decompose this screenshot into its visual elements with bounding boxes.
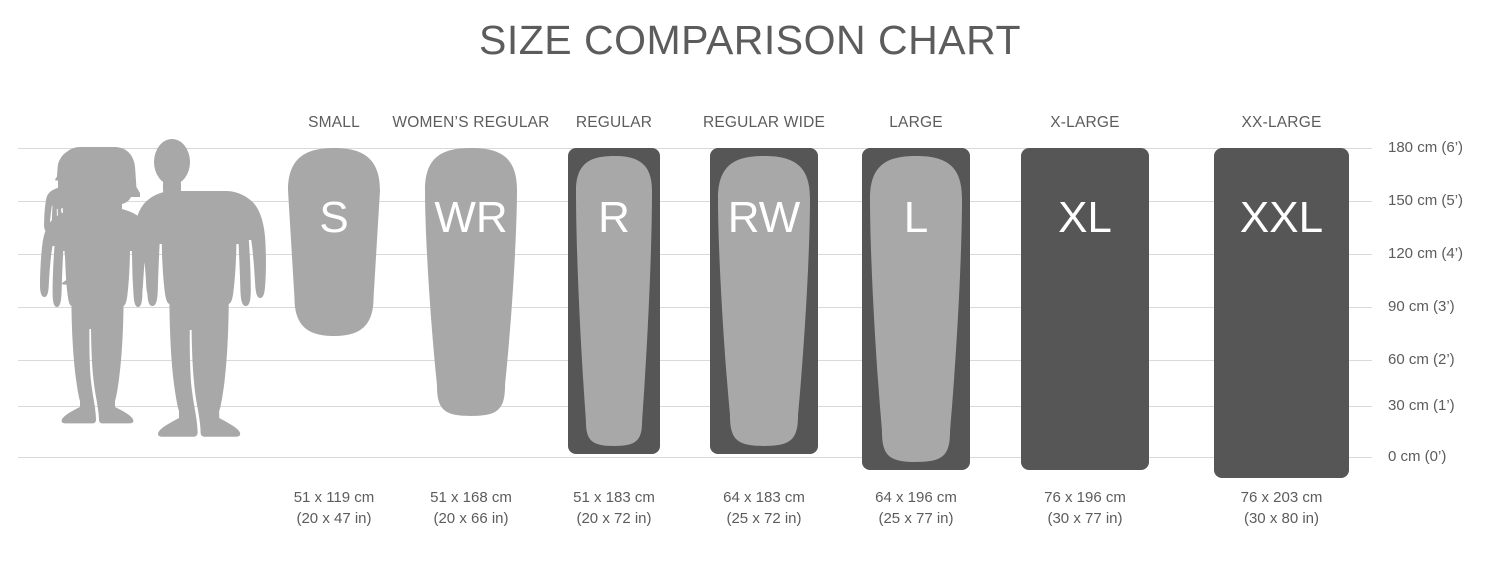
dimensions-cm-regular: 51 x 183 cm [573,489,655,506]
pad-x-large[interactable]: XL [1021,148,1149,470]
dimensions-in-large: (25 x 77 in) [878,510,954,527]
dimensions-in-small: (20 x 47 in) [296,510,372,527]
dimensions-in-womens-regular: (20 x 66 in) [433,510,509,527]
pad-backing-x-large [1021,148,1149,470]
pad-womens-regular[interactable]: WR [425,148,517,416]
pad-backing-xx-large [1214,148,1349,478]
axis-label-150cm: 150 cm (5’) [1388,192,1464,209]
dimensions-cm-regular-wide: 64 x 183 cm [723,489,805,506]
dimensions-in-regular: (20 x 72 in) [576,510,652,527]
axis-label-180cm: 180 cm (6’) [1388,139,1464,156]
pad-body-womens-regular [425,148,517,416]
dimensions-cm-x-large: 76 x 196 cm [1044,489,1126,506]
pad-svg-regular [568,148,660,454]
pad-body-regular [576,156,652,446]
pad-regular[interactable]: R [568,148,660,454]
male-silhouette [132,139,266,437]
column-header-womens-regular: WOMEN’S REGULAR [392,114,550,131]
pad-svg-x-large [1021,148,1149,470]
axis-label-60cm: 60 cm (2’) [1388,351,1455,368]
pad-svg-regular-wide [710,148,818,454]
gridline-0cm [18,457,1372,458]
figures-svg [40,139,266,437]
axis-label-30cm: 30 cm (1’) [1388,397,1455,414]
dimensions-small: 51 x 119 cm (20 x 47 in) [194,487,474,529]
pad-svg-large [862,148,970,470]
pad-small[interactable]: S [288,148,380,336]
column-header-small: SMALL [308,114,360,131]
gridline-60cm [18,360,1372,361]
dimensions-cm-large: 64 x 196 cm [875,489,957,506]
column-header-large: LARGE [889,114,943,131]
dimensions-cm-small: 51 x 119 cm [293,489,375,506]
dimensions-regular: 51 x 183 cm (20 x 72 in) [474,487,754,529]
gridline-180cm [18,148,1372,149]
pad-xx-large[interactable]: XXL [1214,148,1349,478]
page-title: SIZE COMPARISON CHART [478,17,1022,63]
dimensions-in-xx-large: (30 x 80 in) [1243,510,1320,527]
dimensions-womens-regular: 51 x 168 cm (20 x 66 in) [331,487,611,529]
gridline-150cm [18,201,1372,202]
dimensions-large: 64 x 196 cm (25 x 77 in) [776,487,1056,529]
gridline-30cm [18,406,1372,407]
pad-svg-womens-regular [425,148,517,416]
pad-body-regular-wide [718,156,810,446]
column-header-regular: REGULAR [575,114,653,131]
female-silhouette [40,147,155,424]
dimensions-in-regular-wide: (25 x 72 in) [726,510,802,527]
column-header-regular-wide: REGULAR WIDE [702,114,826,131]
gridline-120cm [18,254,1372,255]
gridline-90cm [18,307,1372,308]
human-figures [30,139,266,457]
dimensions-cm-xx-large: 76 x 203 cm [1240,489,1323,506]
pad-regular-wide[interactable]: RW [710,148,818,454]
dimensions-in-x-large: (30 x 77 in) [1047,510,1123,527]
axis-label-90cm: 90 cm (3’) [1388,298,1455,315]
pad-large[interactable]: L [862,148,970,470]
axis-label-0cm: 0 cm (0’) [1388,448,1447,465]
pad-svg-xx-large [1214,148,1349,478]
column-header-xx-large: XX-LARGE [1241,114,1322,131]
dimensions-cm-womens-regular: 51 x 168 cm [430,489,512,506]
pad-svg-small [288,148,380,336]
dimensions-regular-wide: 64 x 183 cm (25 x 72 in) [624,487,904,529]
dimensions-x-large: 76 x 196 cm (30 x 77 in) [945,487,1225,529]
column-header-x-large: X-LARGE [1050,114,1120,131]
dimensions-xx-large: 76 x 203 cm (30 x 80 in) [1142,487,1422,529]
axis-label-120cm: 120 cm (4’) [1388,245,1464,262]
pad-body-small [288,148,380,336]
pad-body-large [870,156,962,462]
